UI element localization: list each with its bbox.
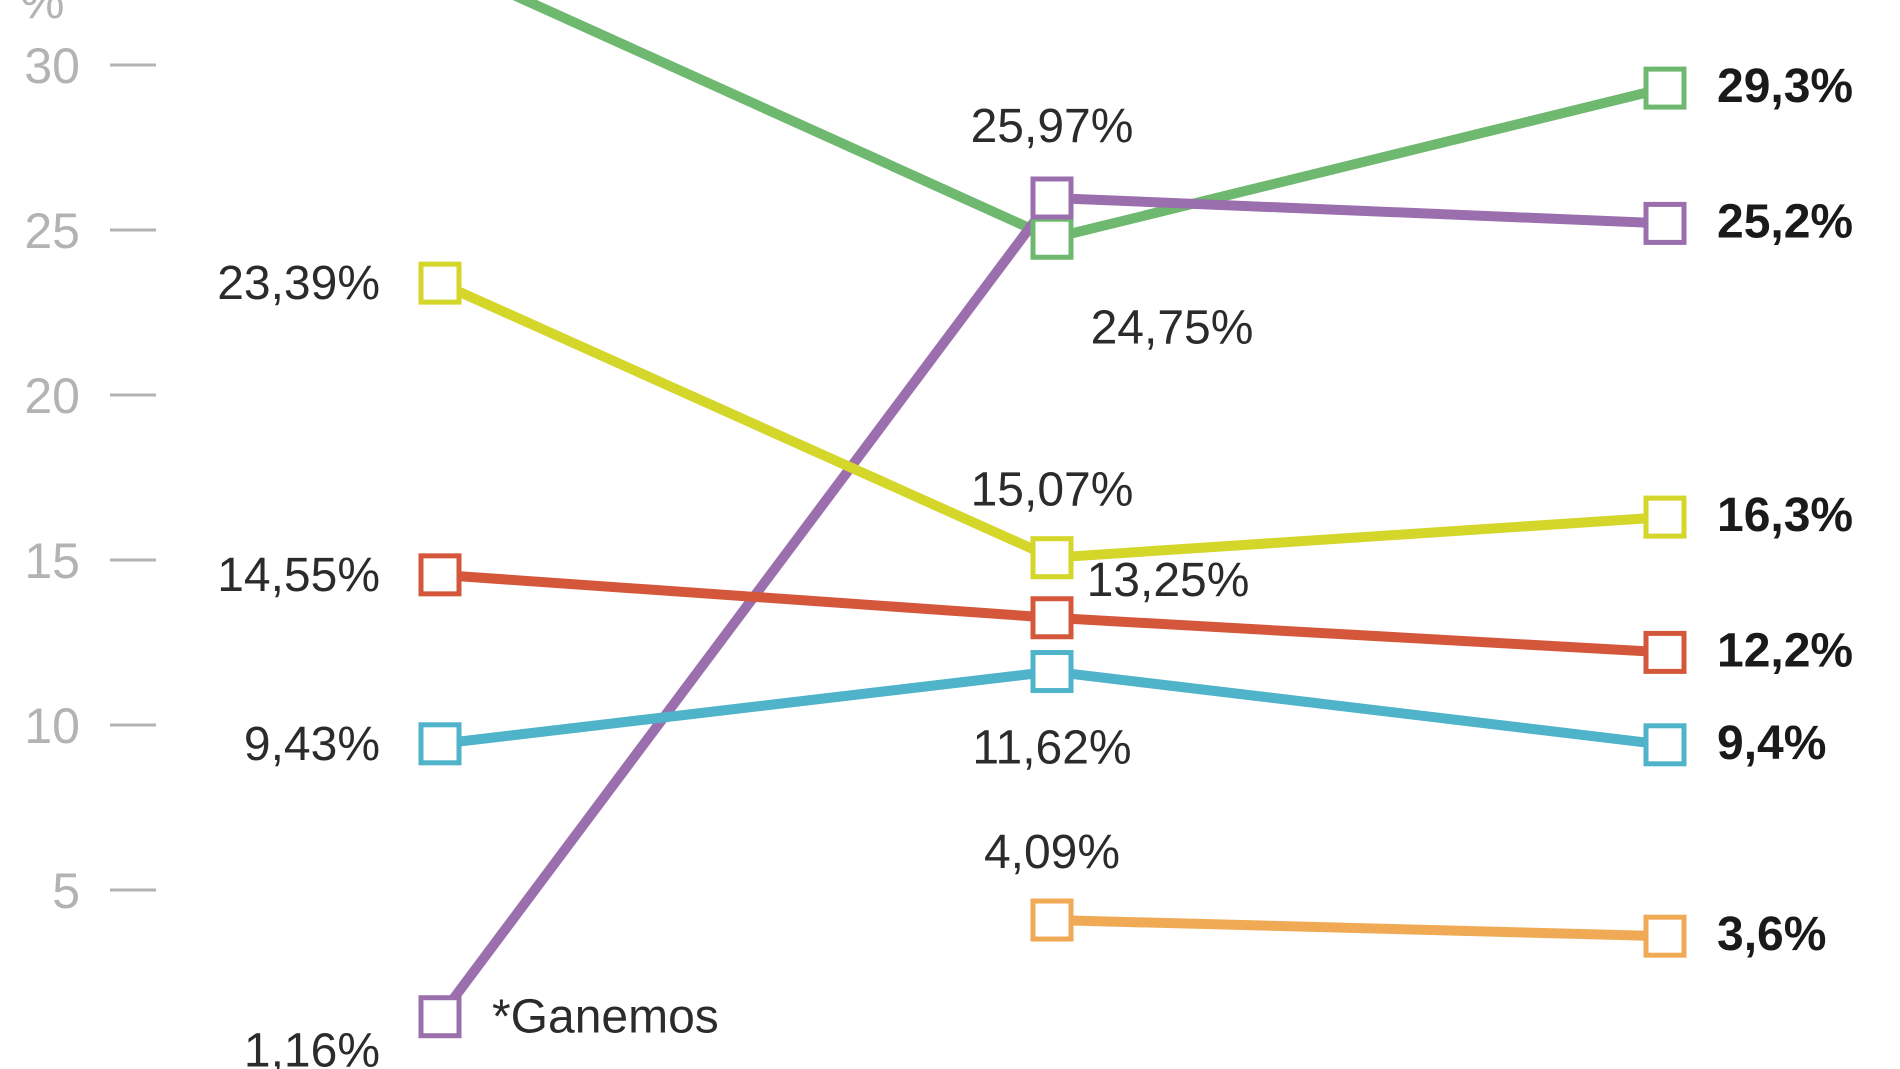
data-label: 11,62% (972, 722, 1131, 775)
data-point-marker (1643, 201, 1687, 245)
data-label: 15,07% (971, 464, 1134, 517)
data-label: 24,75% (1091, 301, 1254, 354)
annotation-ganemos: *Ganemos (492, 991, 719, 1044)
y-tick-label: 10 (24, 698, 80, 754)
data-labels: 33,13%24,75%29,3%1,16%25,97%25,2%23,39%1… (217, 60, 1853, 1069)
data-point-marker (418, 261, 462, 305)
y-tick-label: 20 (24, 368, 80, 424)
data-label: 29,3% (1717, 60, 1853, 113)
data-label: 14,55% (217, 549, 380, 602)
data-label: 25,97% (971, 100, 1134, 153)
data-point-marker (1643, 630, 1687, 674)
data-point-marker (418, 995, 462, 1039)
data-point-marker (1030, 216, 1074, 260)
data-label: 23,39% (217, 257, 380, 310)
data-point-marker (1643, 723, 1687, 767)
data-point-marker (1643, 66, 1687, 110)
data-point-marker (1030, 536, 1074, 580)
y-tick-label: 30 (24, 38, 80, 94)
series-line-6 (1047, 915, 1670, 942)
y-axis: % 5 10 15 20 25 30 (20, 0, 156, 919)
data-point-marker (418, 722, 462, 766)
data-point-marker (1030, 898, 1074, 942)
y-tick-label: 5 (52, 863, 80, 919)
data-label: 4,09% (984, 826, 1120, 879)
data-label: 12,2% (1717, 624, 1853, 677)
data-label: 1,16% (244, 1025, 380, 1069)
data-label: 9,4% (1717, 717, 1826, 770)
data-point-marker (1030, 596, 1074, 640)
data-label: 9,43% (244, 718, 380, 771)
data-point-marker (1643, 495, 1687, 539)
data-point-marker (418, 553, 462, 597)
data-label: 13,25% (1087, 554, 1250, 607)
data-label: 25,2% (1717, 195, 1853, 248)
y-tick-label: 15 (24, 533, 80, 589)
y-axis-unit-label: % (20, 0, 64, 29)
data-label: 3,6% (1717, 908, 1826, 961)
data-point-marker (1030, 650, 1074, 694)
data-label: 16,3% (1717, 489, 1853, 542)
data-point-marker (1643, 914, 1687, 958)
y-tick-label: 25 (24, 203, 80, 259)
data-point-marker (1030, 176, 1074, 220)
series-markers (418, 66, 1687, 1039)
